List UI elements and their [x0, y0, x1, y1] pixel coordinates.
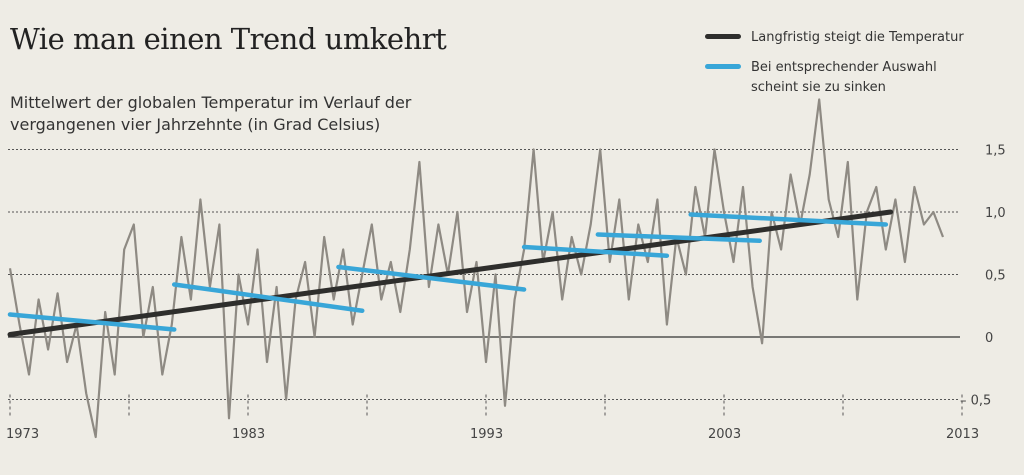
legend: Langfristig steigt die Temperatur Bei en…	[705, 28, 981, 108]
legend-item-long-term: Langfristig steigt die Temperatur	[705, 28, 981, 48]
short-term-trend-line	[7, 312, 177, 332]
short-term-trend-line	[595, 232, 762, 243]
legend-label: Bei entsprechender Auswahl scheint sie z…	[751, 60, 937, 95]
y-axis: 1,5 1,0 0,5 0 – 0,5	[960, 144, 1006, 409]
grid	[8, 149, 960, 400]
chart-title: Wie man einen Trend umkehrt	[10, 22, 447, 56]
legend-swatch-black	[705, 34, 741, 39]
short-term-trend-line	[521, 244, 670, 258]
y-tick-label: 0,5	[985, 269, 1006, 284]
y-tick-label: 1,0	[985, 206, 1006, 221]
y-tick-label: 0	[985, 331, 993, 346]
x-tick-label: 1973	[6, 427, 39, 442]
long-term-trend-line	[7, 209, 894, 337]
legend-label: Langfristig steigt die Temperatur	[751, 30, 964, 45]
legend-item-short-term: Bei entsprechender Auswahl scheint sie z…	[705, 58, 981, 98]
plot-area	[7, 98, 945, 439]
x-tick-label: 2013	[946, 427, 979, 442]
short-term-trend-line	[688, 212, 889, 227]
temperature-line	[8, 98, 945, 439]
x-tick-label: 2003	[708, 427, 741, 442]
y-tick-label: 1,5	[985, 144, 1006, 159]
y-tick-label: – 0,5	[960, 394, 991, 409]
chart-subtitle: Mittelwert der globalen Temperatur im Ve…	[10, 93, 412, 134]
x-tick-label: 1983	[232, 427, 265, 442]
x-axis: 1973 1983 1993 2003 2013	[6, 394, 979, 442]
short-term-trend-line	[171, 282, 365, 313]
x-tick-label: 1993	[470, 427, 503, 442]
legend-swatch-blue	[705, 64, 741, 69]
short-term-trend-line	[336, 264, 527, 292]
